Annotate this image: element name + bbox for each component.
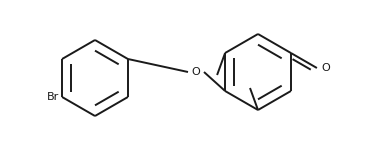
Text: Br: Br (47, 92, 59, 102)
Text: O: O (192, 67, 200, 77)
Text: O: O (321, 63, 330, 73)
